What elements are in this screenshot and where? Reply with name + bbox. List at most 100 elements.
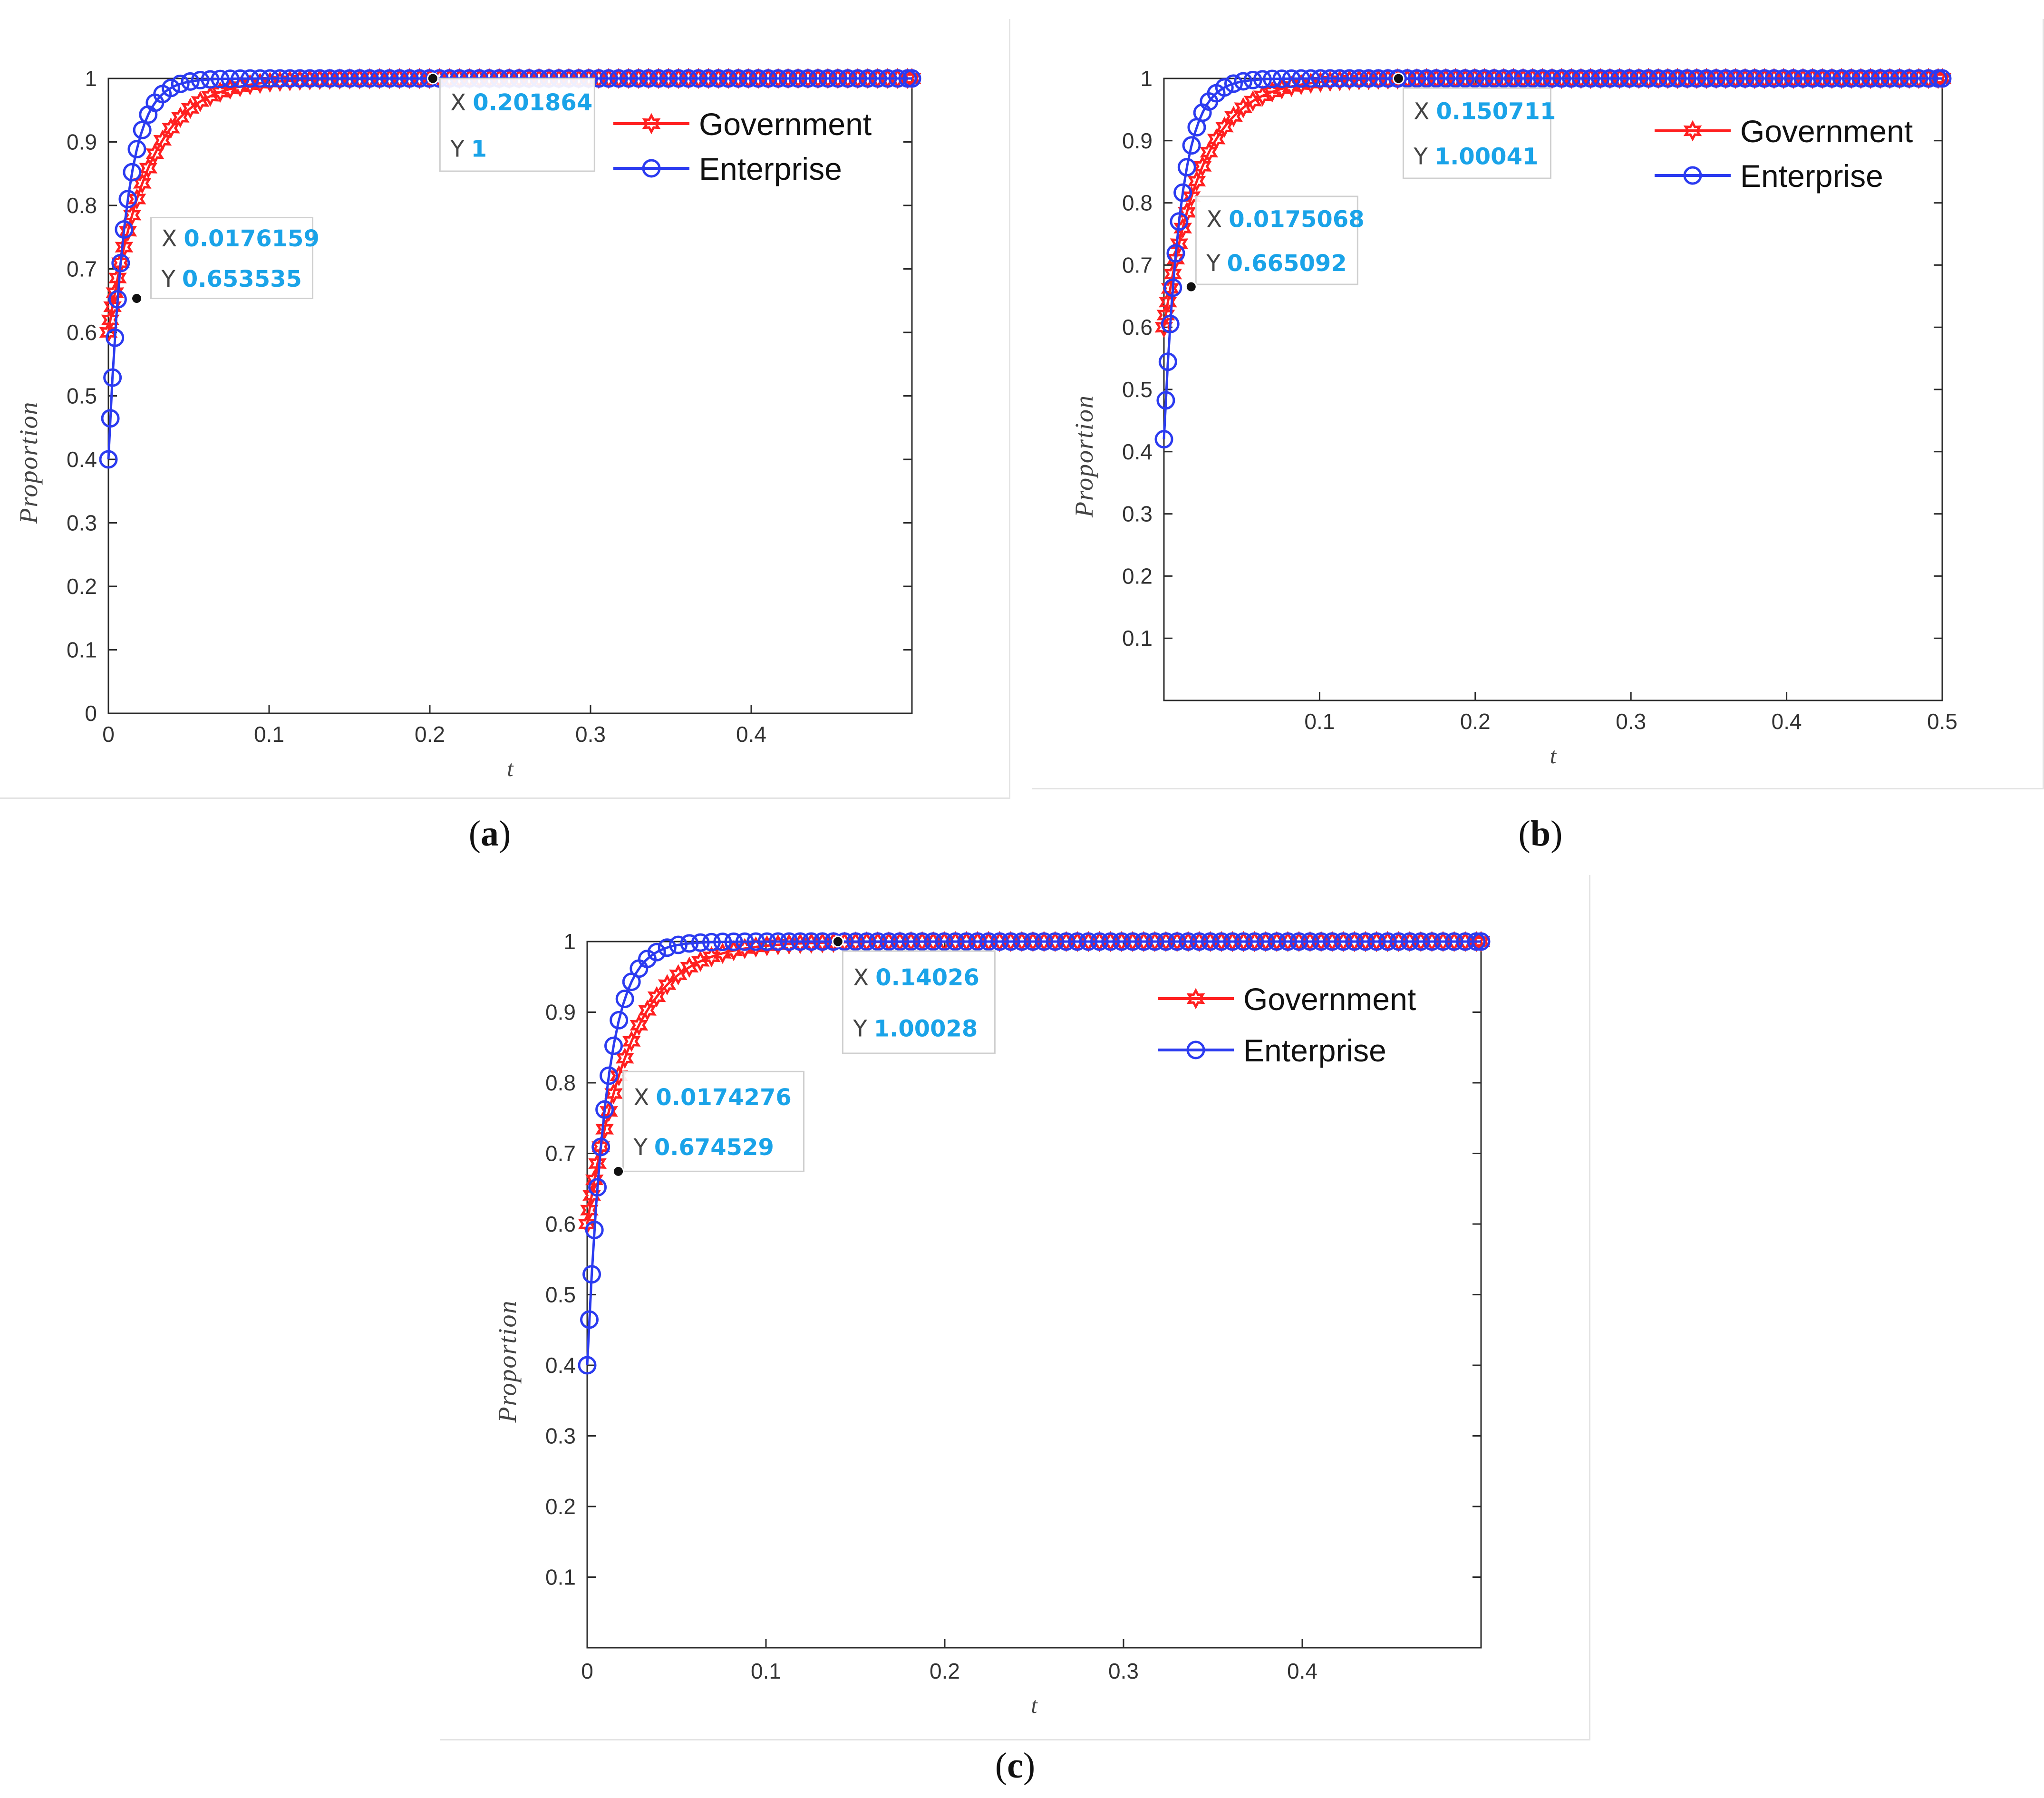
datatip-y-value: 0.674529	[654, 1134, 774, 1161]
data-point-enterprise	[709, 69, 728, 88]
data-point-enterprise	[1179, 932, 1198, 951]
data-point-enterprise	[281, 69, 300, 88]
data-point-enterprise	[390, 69, 409, 88]
data-point-enterprise	[649, 69, 668, 88]
data-point-enterprise	[1600, 69, 1619, 88]
data-point-enterprise	[1803, 69, 1822, 88]
data-point-enterprise	[769, 69, 788, 88]
data-point-enterprise	[691, 933, 710, 952]
data-point-enterprise	[1090, 932, 1109, 951]
data-point-enterprise	[1001, 932, 1020, 951]
datatip-box	[1195, 195, 1358, 285]
data-point-enterprise	[813, 932, 832, 951]
data-point-enterprise	[1485, 69, 1504, 88]
data-point-government	[600, 1100, 618, 1122]
x-axis-label: t	[1031, 1693, 1038, 1718]
data-point-enterprise	[724, 932, 743, 951]
data-point-enterprise	[591, 1137, 610, 1157]
data-point-enterprise	[1292, 69, 1311, 88]
data-point-enterprise	[639, 69, 658, 88]
data-point-enterprise	[1378, 932, 1397, 951]
legend-marker-government	[642, 113, 661, 135]
data-point-enterprise	[211, 69, 230, 88]
datatip-x: X 0.14026	[853, 964, 979, 991]
data-point-government	[582, 1185, 601, 1206]
data-point-enterprise	[1334, 932, 1353, 951]
data-point-enterprise	[802, 932, 821, 951]
data-point-enterprise	[171, 74, 190, 93]
data-point-enterprise	[1813, 69, 1832, 88]
datatip-x: X 0.201864	[450, 89, 592, 116]
datatip-y-value: 0.653535	[182, 266, 302, 292]
data-point-enterprise	[1267, 932, 1286, 951]
data-point-government	[1193, 156, 1212, 177]
data-point-government	[1182, 186, 1201, 207]
data-point-enterprise	[719, 69, 738, 88]
legend-marker-government	[1683, 120, 1702, 142]
data-point-enterprise	[1726, 69, 1745, 88]
y-tick-label: 0.5	[1122, 377, 1153, 402]
data-point-enterprise	[1367, 932, 1386, 951]
data-point-enterprise	[1356, 932, 1375, 951]
datatip-x-value: 0.0175068	[1229, 206, 1364, 233]
data-point-government	[1170, 233, 1189, 254]
data-point-enterprise	[1123, 932, 1142, 951]
data-point-enterprise	[1163, 278, 1182, 297]
data-point-enterprise	[181, 72, 200, 91]
data-point-enterprise	[588, 1178, 607, 1197]
data-point-government	[588, 1153, 607, 1175]
y-tick-label: 0.2	[1122, 564, 1153, 588]
data-point-enterprise	[1056, 932, 1075, 951]
data-point-enterprise	[1444, 932, 1463, 951]
y-tick-label: 0.2	[545, 1494, 576, 1519]
datatip: X 0.0174276 Y 0.674529	[612, 1070, 805, 1177]
data-point-enterprise	[729, 69, 748, 88]
data-point-enterprise	[1933, 69, 1952, 88]
data-point-enterprise	[118, 190, 137, 209]
data-point-enterprise	[912, 932, 931, 951]
data-point-enterprise	[271, 69, 290, 88]
datatip-y: Y 1.00041	[1413, 144, 1538, 170]
plot-area	[107, 78, 913, 714]
data-point-enterprise	[400, 69, 419, 88]
datatip-y-value: 1.00041	[1434, 144, 1539, 170]
data-point-enterprise	[689, 69, 708, 88]
data-point-enterprise	[746, 932, 765, 951]
y-tick-label: 0.4	[1122, 439, 1153, 464]
figure-panel-c: 0.1 0.2 0.3 0.4 0.5 0.6 0.7 0.8 0.9 1 0 0.1 0.2 0.3 0.…	[440, 875, 1590, 1740]
datatip-x-value: 0.201864	[473, 89, 592, 116]
data-point-enterprise	[1832, 69, 1851, 88]
datatip-x-label: X	[853, 964, 869, 991]
data-point-enterprise	[713, 933, 732, 952]
data-point-enterprise	[1411, 932, 1430, 951]
data-point-government	[1243, 90, 1262, 112]
data-point-enterprise	[848, 69, 867, 88]
datatip-anchor-point	[426, 72, 439, 85]
data-point-enterprise	[106, 328, 125, 347]
data-point-enterprise	[1068, 932, 1087, 951]
datatip-y: Y 0.674529	[633, 1134, 774, 1161]
data-point-enterprise	[1552, 69, 1571, 88]
data-point-enterprise	[1272, 69, 1291, 88]
legend-label-government: Government	[1243, 982, 1416, 1017]
data-point-enterprise	[901, 932, 920, 951]
data-point-enterprise	[1166, 244, 1185, 263]
data-point-enterprise	[768, 932, 787, 951]
y-tick-label: 0.5	[67, 384, 97, 408]
data-point-government	[1158, 291, 1177, 313]
data-point-enterprise	[699, 69, 718, 88]
data-point-enterprise	[1513, 69, 1532, 88]
y-tick-label: 0.7	[67, 257, 97, 282]
datatip-box	[622, 1070, 805, 1172]
data-point-enterprise	[1079, 932, 1098, 951]
data-point-enterprise	[857, 932, 876, 951]
data-point-enterprise	[585, 1220, 604, 1239]
data-point-enterprise	[133, 120, 152, 139]
data-point-government	[106, 282, 125, 303]
data-point-enterprise	[1158, 352, 1177, 371]
data-point-enterprise	[609, 69, 628, 88]
data-point-enterprise	[924, 932, 943, 951]
data-point-enterprise	[788, 69, 807, 88]
data-point-enterprise	[1658, 69, 1677, 88]
data-point-government	[123, 204, 142, 226]
